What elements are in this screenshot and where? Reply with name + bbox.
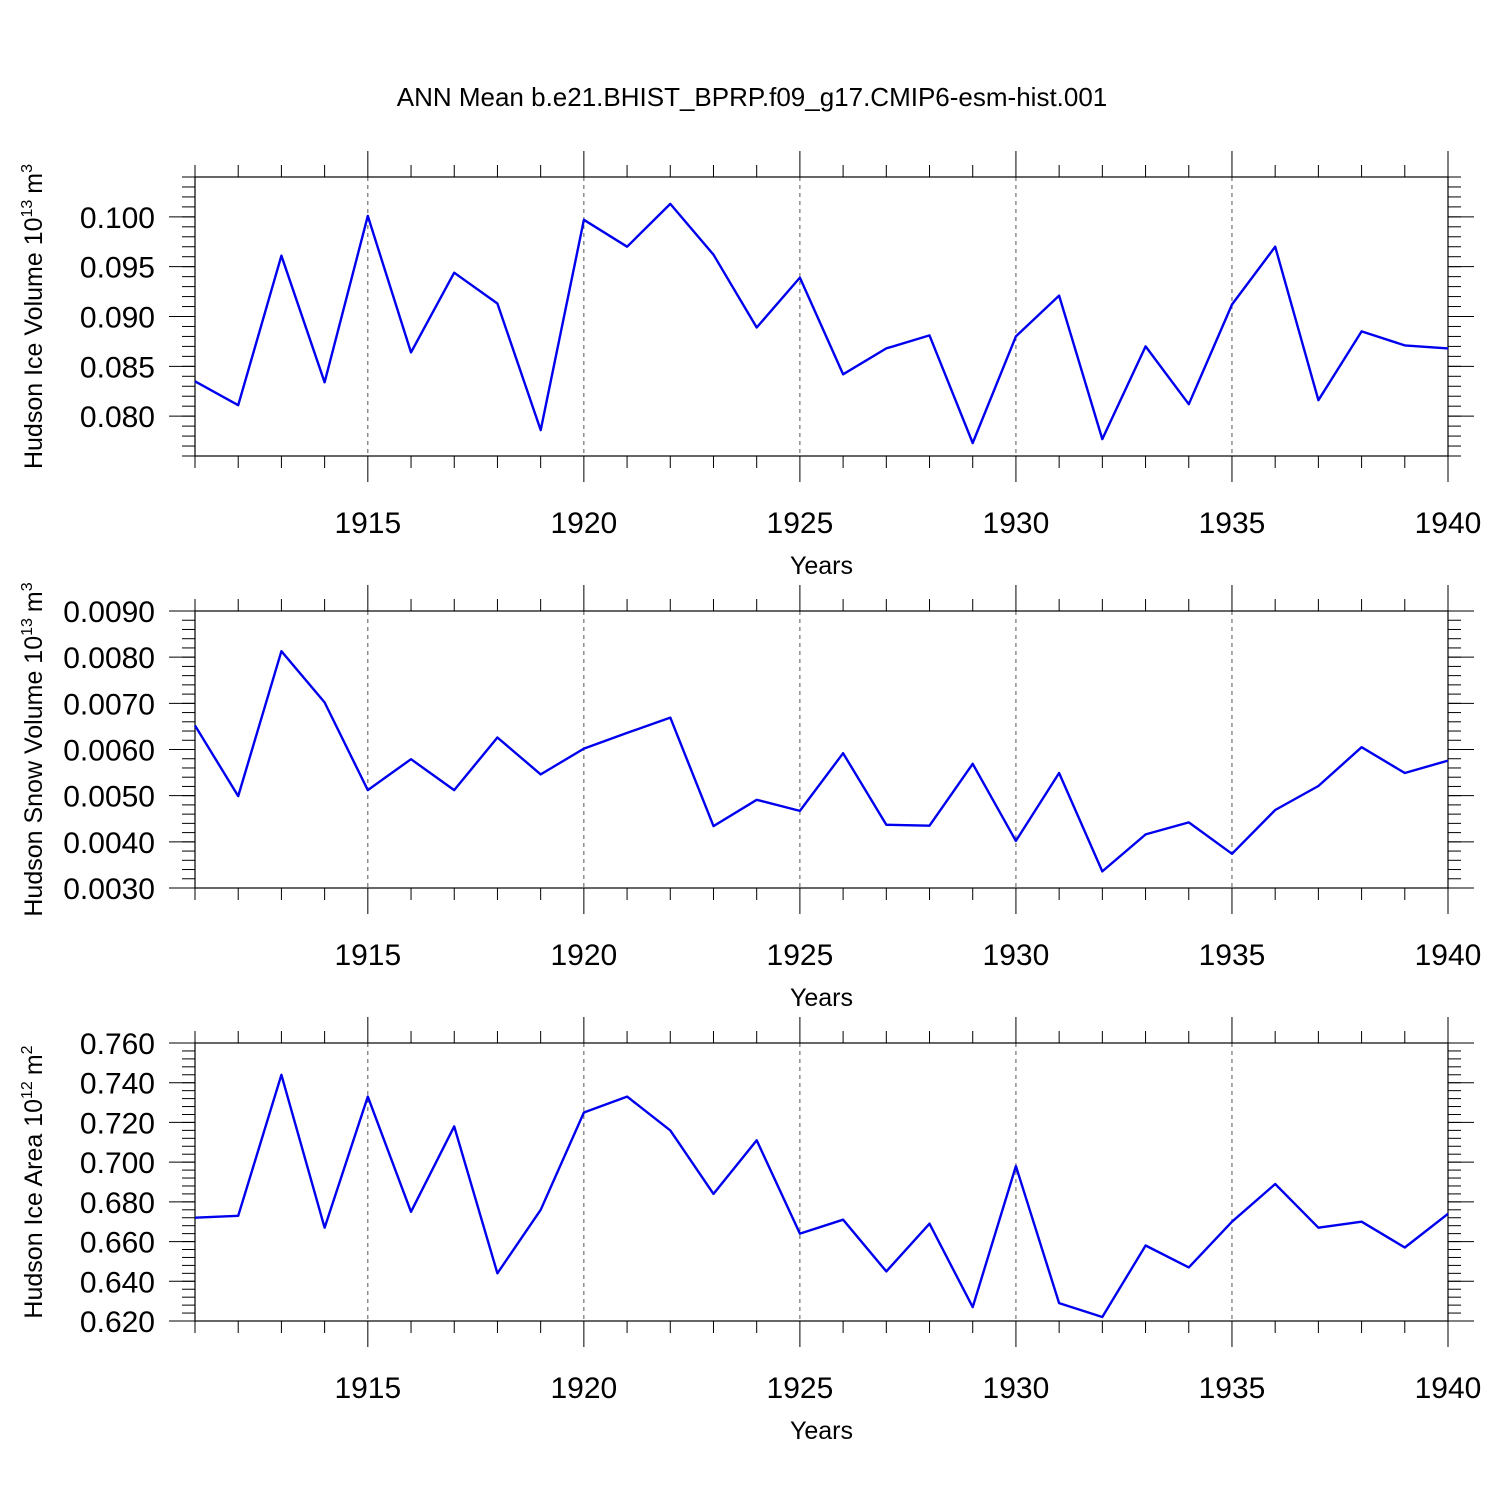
y-tick-label: 0.700 bbox=[80, 1147, 155, 1180]
x-tick-label: 1930 bbox=[983, 939, 1050, 972]
y-tick-label: 0.0060 bbox=[63, 735, 155, 768]
y-tick-label: 0.0090 bbox=[63, 596, 155, 629]
x-tick-label: 1930 bbox=[983, 1372, 1050, 1405]
x-tick-label: 1940 bbox=[1415, 1372, 1482, 1405]
y-tick-label: 0.080 bbox=[80, 401, 155, 434]
series-line-1 bbox=[194, 202, 1449, 445]
x-tick-label: 1940 bbox=[1415, 507, 1482, 540]
y-tick-label: 0.620 bbox=[80, 1306, 155, 1339]
y-axis-label-unit: m bbox=[20, 173, 48, 194]
panel-2: 0.0030 0.0040 0.0050 0.0060 0.0070 0.0080 0.00… bbox=[19, 582, 1481, 1012]
y-tick-label: 0.0080 bbox=[63, 642, 155, 675]
x-tick-label: 1940 bbox=[1415, 939, 1482, 972]
x-tick-label: 1935 bbox=[1199, 507, 1266, 540]
y-tick-label: 0.095 bbox=[80, 252, 155, 285]
plot-frame bbox=[194, 1042, 1449, 1322]
y-tick-label: 0.0050 bbox=[63, 781, 155, 814]
x-axis-label: Years bbox=[790, 552, 853, 580]
y-axis-label-main: Hudson Ice Volume 10 bbox=[20, 217, 48, 469]
x-tick-label: 1920 bbox=[550, 507, 617, 540]
x-tick-label: 1920 bbox=[550, 1372, 617, 1405]
y-tick-label: 0.740 bbox=[80, 1068, 155, 1101]
x-tick-label: 1920 bbox=[550, 939, 617, 972]
plot-frame bbox=[194, 610, 1449, 889]
y-tick-label: 0.0030 bbox=[63, 873, 155, 906]
panel-3: 0.620 0.640 0.660 0.680 0.700 0.720 0.740 0.760… bbox=[19, 1017, 1481, 1445]
y-axis-label: Hudson Ice Area 1012 m2 bbox=[19, 1045, 48, 1318]
y-tick-label: 0.660 bbox=[80, 1227, 155, 1260]
y-tick-label: 0.085 bbox=[80, 351, 155, 384]
y-axis-label-main: Hudson Ice Area 10 bbox=[20, 1099, 48, 1319]
y-tick-label: 0.090 bbox=[80, 302, 155, 335]
x-tick-label: 1935 bbox=[1199, 1372, 1266, 1405]
panel-1: 0.080 0.085 0.090 0.095 0.100 1915 1920 1925 193… bbox=[19, 151, 1481, 580]
y-axis-label: Hudson Ice Volume 1013 m3 bbox=[19, 164, 48, 469]
y-axis-label-main: Hudson Snow Volume 10 bbox=[20, 636, 48, 917]
x-tick-label: 1915 bbox=[334, 939, 401, 972]
x-tick-label: 1935 bbox=[1199, 939, 1266, 972]
figure-title: ANN Mean b.e21.BHIST_BPRP.f09_g17.CMIP6-… bbox=[397, 82, 1108, 112]
series-line-2 bbox=[193, 650, 1449, 873]
y-axis-label: Hudson Snow Volume 1013 m3 bbox=[19, 582, 48, 916]
x-tick-label: 1915 bbox=[334, 507, 401, 540]
y-tick-label: 0.0040 bbox=[63, 827, 155, 860]
x-tick-label: 1915 bbox=[334, 1372, 401, 1405]
y-axis-label-unit-exponent: 3 bbox=[19, 582, 36, 591]
y-axis-label-unit: m bbox=[20, 1054, 48, 1075]
x-tick-label: 1930 bbox=[983, 507, 1050, 540]
y-axis-label-unit: m bbox=[20, 591, 48, 612]
x-axis-label: Years bbox=[790, 1417, 853, 1445]
y-axis-label-exponent: 12 bbox=[19, 1081, 36, 1099]
x-tick-label: 1925 bbox=[767, 1372, 834, 1405]
panels: 0.080 0.085 0.090 0.095 0.100 1915 1920 1925 193… bbox=[19, 151, 1481, 1445]
x-tick-label: 1925 bbox=[767, 939, 834, 972]
y-axis-label-exponent: 13 bbox=[19, 200, 36, 218]
y-tick-label: 0.0070 bbox=[63, 688, 155, 721]
y-axis-label-unit-exponent: 2 bbox=[19, 1045, 36, 1054]
y-tick-label: 0.680 bbox=[80, 1187, 155, 1220]
x-axis-label: Years bbox=[790, 984, 853, 1012]
y-axis-label-exponent: 13 bbox=[19, 618, 36, 636]
y-tick-label: 0.640 bbox=[80, 1266, 155, 1299]
y-tick-label: 0.720 bbox=[80, 1107, 155, 1140]
y-tick-label: 0.100 bbox=[80, 202, 155, 235]
x-tick-label: 1925 bbox=[767, 507, 834, 540]
plot-frame bbox=[194, 176, 1449, 457]
y-tick-label: 0.760 bbox=[80, 1028, 155, 1061]
y-axis-label-unit-exponent: 3 bbox=[19, 164, 36, 173]
series-line-3 bbox=[194, 1073, 1449, 1319]
